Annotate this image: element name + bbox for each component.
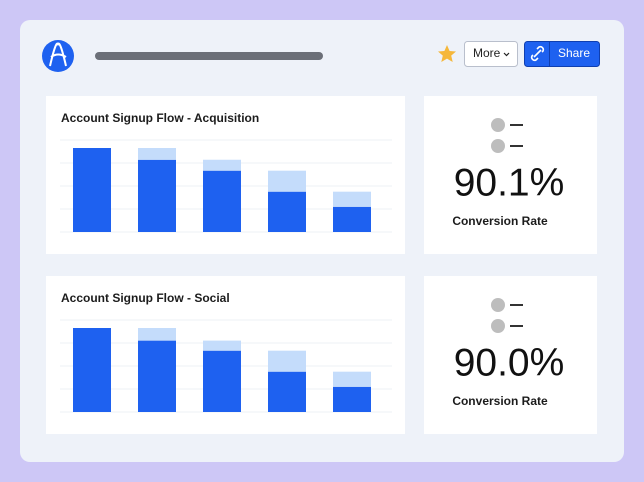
link-icon	[530, 45, 545, 62]
chart-title: Account Signup Flow - Social	[61, 291, 230, 305]
bar-segment	[138, 328, 176, 341]
bar-segment	[73, 148, 111, 232]
bar-segment	[333, 371, 371, 387]
share-label: Share	[558, 46, 590, 60]
share-button[interactable]: Share	[524, 41, 600, 67]
bar-segment	[203, 170, 241, 232]
bar-segment	[203, 350, 241, 412]
more-button-box	[464, 41, 518, 67]
chevron	[503, 52, 510, 57]
metric-value: 90.0%	[454, 341, 565, 384]
legend-dot	[491, 298, 505, 312]
legend-dot	[491, 319, 505, 333]
bar-segment	[268, 350, 306, 372]
bar-segment	[203, 340, 241, 351]
legend-dot	[491, 118, 505, 132]
bar-segment	[73, 328, 111, 412]
bar-segment	[138, 340, 176, 412]
metric-card	[424, 276, 597, 434]
bar-segment	[333, 386, 371, 412]
title-placeholder	[95, 52, 323, 60]
metric-label: Conversion Rate	[452, 214, 548, 228]
more-button[interactable]: More	[464, 41, 518, 67]
metric-label: Conversion Rate	[452, 394, 548, 408]
bar-segment	[333, 191, 371, 207]
bar-segment	[268, 191, 306, 232]
bar-segment	[138, 159, 176, 232]
star[interactable]	[438, 45, 456, 62]
legend-dot	[491, 139, 505, 153]
more-label: More	[473, 46, 501, 60]
bar-segment	[333, 206, 371, 232]
bar-segment	[268, 371, 306, 412]
bar-segment	[268, 170, 306, 192]
chart-title: Account Signup Flow - Acquisition	[61, 111, 259, 125]
bar-segment	[203, 159, 241, 171]
bar-segment	[138, 148, 176, 160]
metric-value: 90.1%	[454, 161, 565, 204]
logo-glyph	[49, 42, 67, 67]
metric-card	[424, 96, 597, 254]
